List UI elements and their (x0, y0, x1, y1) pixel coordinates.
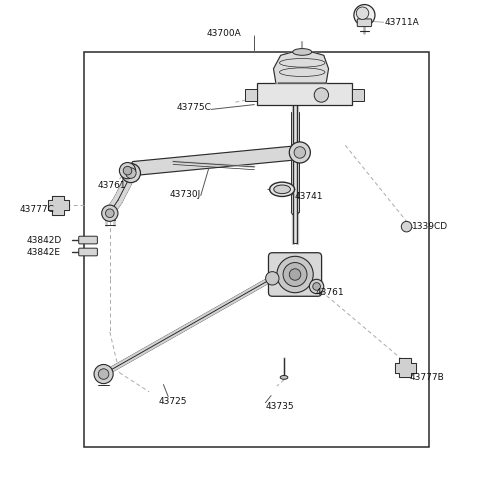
FancyBboxPatch shape (79, 236, 97, 244)
FancyBboxPatch shape (268, 253, 322, 296)
Polygon shape (48, 196, 69, 214)
Circle shape (313, 282, 321, 290)
Polygon shape (395, 358, 416, 377)
Text: 43775C: 43775C (176, 104, 211, 112)
Circle shape (102, 205, 118, 221)
Polygon shape (127, 145, 305, 176)
Circle shape (121, 163, 141, 183)
FancyBboxPatch shape (357, 19, 372, 27)
Circle shape (106, 209, 114, 217)
Circle shape (354, 4, 375, 26)
Circle shape (289, 269, 301, 280)
Ellipse shape (270, 182, 295, 197)
Bar (84, 52, 429, 447)
Circle shape (283, 263, 307, 286)
Text: 43761: 43761 (97, 180, 126, 189)
Text: 43777C: 43777C (20, 205, 55, 214)
Text: 43730J: 43730J (169, 189, 201, 199)
Circle shape (94, 364, 113, 384)
Ellipse shape (293, 49, 312, 55)
Text: 43741: 43741 (294, 192, 323, 201)
Text: 43700A: 43700A (206, 29, 241, 38)
Text: 43725: 43725 (158, 397, 187, 406)
Text: 43711A: 43711A (385, 18, 420, 27)
Circle shape (98, 369, 109, 379)
Bar (352, 89, 364, 101)
Text: 43842D: 43842D (27, 236, 62, 244)
FancyBboxPatch shape (79, 248, 97, 256)
Circle shape (120, 162, 136, 179)
Text: 43735: 43735 (265, 402, 294, 411)
Text: 43761: 43761 (316, 288, 344, 297)
Text: 1339CD: 1339CD (412, 222, 448, 231)
Text: 43777B: 43777B (410, 373, 444, 382)
Circle shape (265, 272, 279, 285)
Circle shape (277, 256, 313, 293)
Polygon shape (274, 52, 328, 83)
Ellipse shape (274, 185, 290, 194)
Circle shape (294, 147, 306, 158)
Circle shape (123, 166, 132, 175)
Circle shape (401, 221, 412, 232)
Bar (245, 89, 257, 101)
Circle shape (310, 279, 324, 294)
Text: 43842E: 43842E (27, 248, 61, 256)
Ellipse shape (280, 375, 288, 379)
Circle shape (126, 168, 136, 178)
Polygon shape (257, 83, 352, 105)
Circle shape (314, 88, 328, 102)
Circle shape (356, 7, 369, 19)
Circle shape (289, 142, 311, 163)
